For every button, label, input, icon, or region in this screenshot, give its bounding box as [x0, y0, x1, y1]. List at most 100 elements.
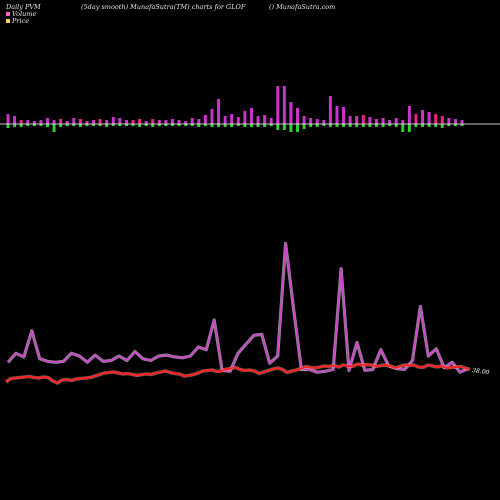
volume-bar-up — [230, 114, 234, 124]
volume-bar-down — [78, 124, 82, 127]
volume-bar-down — [190, 124, 194, 126]
volume-bar-up — [263, 115, 267, 124]
volume-bar-up — [453, 119, 457, 124]
volume-bar-up — [124, 120, 128, 124]
volume-bar-up — [92, 120, 96, 124]
volume-bar-down — [52, 124, 56, 132]
volume-bar-down — [98, 124, 102, 126]
volume-bar-up — [210, 109, 214, 124]
volume-bar-down — [460, 124, 464, 126]
volume-bar-down — [177, 124, 181, 126]
volume-bar-up — [249, 108, 253, 124]
volume-bar-up — [131, 120, 135, 124]
volume-bar-up — [302, 116, 306, 124]
volume-bar-up — [52, 120, 56, 124]
volume-bar-down — [45, 124, 49, 127]
volume-bar-down — [210, 124, 214, 127]
legend-swatch-price — [6, 19, 10, 23]
volume-bar-up — [111, 117, 115, 124]
volume-bar-down — [394, 124, 398, 127]
volume-bar-down — [453, 124, 457, 126]
volume-bar-down — [401, 124, 405, 132]
volume-bar-up — [105, 120, 109, 124]
volume-bar-up — [98, 119, 102, 124]
volume-bar-up — [157, 120, 161, 124]
legend-item-volume: Volume — [6, 10, 36, 18]
volume-bar-down — [144, 124, 148, 126]
legend-label-volume: Volume — [12, 10, 37, 18]
volume-bar-down — [39, 124, 43, 126]
volume-bar-up — [414, 114, 418, 124]
volume-bar-up — [138, 119, 142, 124]
chart-type-label: Daily PVM — [6, 3, 41, 11]
volume-bar-down — [276, 124, 280, 130]
volume-bar-down — [249, 124, 253, 127]
volume-bar-down — [72, 124, 76, 126]
price-line — [5, 362, 471, 385]
volume-bar-up — [26, 120, 30, 124]
volume-bar-up — [269, 118, 273, 124]
volume-bar-up — [59, 119, 63, 124]
volume-bar-up — [190, 118, 194, 124]
volume-bar-down — [289, 124, 293, 132]
volume-bar-up — [32, 121, 36, 124]
volume-bar-up — [447, 118, 451, 124]
volume-bar-up — [164, 120, 168, 124]
volume-bar-up — [197, 119, 201, 124]
volume-bar-up — [276, 86, 280, 124]
volume-bar-up — [72, 118, 76, 124]
volume-bar-up — [401, 120, 405, 124]
volume-bar-up — [170, 119, 174, 124]
volume-bar-down — [427, 124, 431, 127]
volume-bar-down — [92, 124, 96, 126]
volume-bar-up — [368, 117, 372, 124]
volume-bar-up — [118, 118, 122, 124]
volume-bar-down — [361, 124, 365, 127]
volume-bar-up — [78, 119, 82, 124]
volume-bar-up — [434, 114, 438, 124]
volume-bar-down — [85, 124, 89, 126]
volume-bars — [6, 86, 464, 132]
volume-bar-down — [65, 124, 69, 126]
volume-bar-down — [32, 124, 36, 126]
price-value-label: 38.00 — [472, 367, 490, 376]
volume-bar-up — [65, 121, 69, 124]
volume-bar-up — [355, 116, 359, 124]
volume-bar-down — [381, 124, 385, 127]
volume-bar-up — [236, 117, 240, 124]
volume-bar-down — [151, 124, 155, 127]
volume-bar-up — [217, 99, 221, 124]
site-credit: () MunafaSutra.com — [269, 3, 336, 11]
volume-bar-down — [348, 124, 352, 127]
volume-bar-down — [223, 124, 227, 127]
volume-bar-up — [13, 116, 17, 124]
volume-bar-down — [414, 124, 418, 127]
volume-bar-down — [131, 124, 135, 126]
volume-bar-down — [355, 124, 359, 127]
volume-bar-up — [322, 120, 326, 124]
volume-line — [7, 242, 469, 374]
volume-bar-down — [59, 124, 63, 127]
volume-bar-up — [394, 118, 398, 124]
volume-bar-down — [374, 124, 378, 127]
volume-bar-up — [460, 120, 464, 124]
volume-bar-down — [118, 124, 122, 126]
volume-bar-up — [296, 108, 300, 124]
volume-bar-down — [421, 124, 425, 127]
volume-bar-up — [328, 96, 332, 124]
volume-bar-down — [315, 124, 319, 127]
volume-bar-up — [427, 112, 431, 124]
volume-bar-down — [440, 124, 444, 128]
lines — [4, 241, 471, 385]
volume-bar-down — [243, 124, 247, 127]
volume-bar-down — [296, 124, 300, 132]
volume-bar-up — [6, 114, 10, 124]
volume-bar-down — [302, 124, 306, 129]
volume-bar-down — [111, 124, 115, 126]
volume-bar-down — [217, 124, 221, 127]
volume-bar-down — [197, 124, 201, 127]
chart-title: (5day smooth) MunafaSutra(TM) charts for… — [81, 3, 246, 11]
volume-bar-down — [407, 124, 411, 132]
volume-bar-down — [164, 124, 168, 126]
volume-bar-down — [19, 124, 23, 127]
